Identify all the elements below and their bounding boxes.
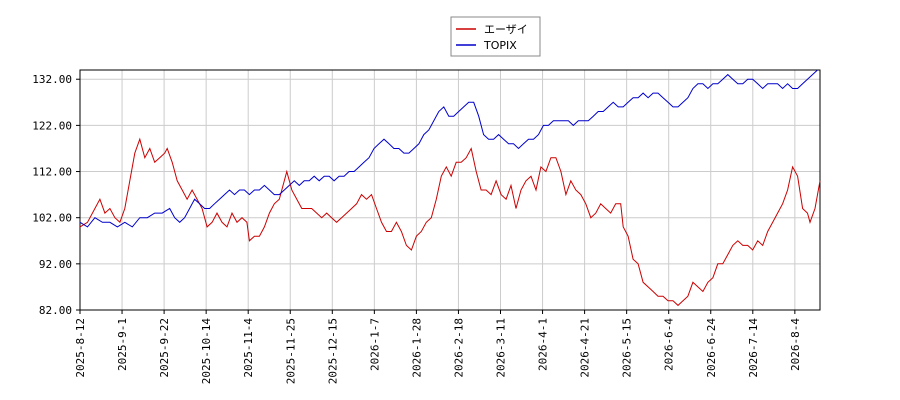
- x-tick-label: 2025-8-12: [74, 318, 87, 378]
- y-tick-label: 132.00: [32, 73, 72, 86]
- y-tick-label: 112.00: [32, 166, 72, 179]
- y-tick-label: 82.00: [39, 304, 72, 317]
- x-tick-label: 2026-4-1: [537, 318, 550, 371]
- legend: エーザイ TOPIX: [450, 16, 541, 57]
- legend-label-series-1: TOPIX: [483, 39, 517, 52]
- x-tick-label: 2026-6-24: [705, 318, 718, 378]
- x-tick-label: 2026-6-4: [663, 318, 676, 371]
- x-tick-label: 2026-1-7: [368, 318, 381, 371]
- x-tick-label: 2025-11-4: [242, 318, 255, 378]
- x-tick-label: 2026-7-14: [747, 318, 760, 378]
- x-tick-label: 2025-9-22: [158, 318, 171, 378]
- plot-area: [79, 69, 821, 311]
- x-tick-label: 2026-4-21: [579, 318, 592, 378]
- series-line-0: [79, 137, 821, 307]
- y-tick-label: 92.00: [39, 258, 72, 271]
- grid: [79, 70, 820, 311]
- y-axis: 82.00 92.00 102.00 112.00 122.00 132.00: [32, 73, 80, 317]
- x-tick-label: 2025-9-1: [116, 318, 129, 371]
- x-tick-label: 2025-11-25: [284, 318, 297, 384]
- y-tick-label: 122.00: [32, 119, 72, 132]
- x-tick-label: 2026-2-18: [452, 318, 465, 378]
- legend-label-series-0: エーザイ: [484, 23, 528, 36]
- x-tick-label: 2025-10-14: [200, 318, 213, 385]
- x-tick-label: 2026-3-11: [495, 318, 508, 378]
- series-line-1: [79, 69, 818, 228]
- legend-box: [450, 16, 541, 57]
- x-axis: 2025-8-12 2025-9-1 2025-9-22 2025-10-14 2025…: [74, 310, 802, 384]
- x-tick-label: 2026-8-4: [789, 318, 802, 371]
- series-lines: [79, 69, 821, 307]
- y-tick-label: 102.00: [32, 212, 72, 225]
- x-tick-label: 2025-12-15: [326, 318, 339, 384]
- x-tick-label: 2026-1-28: [410, 318, 423, 378]
- x-tick-label: 2026-5-15: [621, 318, 634, 378]
